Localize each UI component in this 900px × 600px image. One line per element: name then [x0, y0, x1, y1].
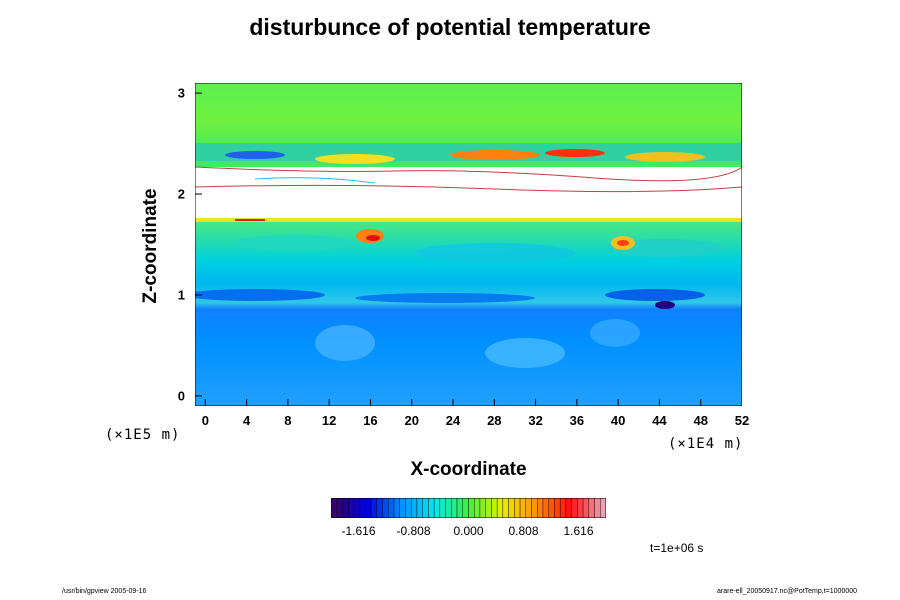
- colorbar-swatch: [588, 498, 595, 518]
- colorbar-swatch: [519, 498, 526, 518]
- colorbar-swatch: [376, 498, 383, 518]
- colorbar-swatch: [525, 498, 532, 518]
- time-label: t=1e+06 s: [650, 541, 704, 555]
- colorbar-swatch: [342, 498, 349, 518]
- colorbar-swatch: [531, 498, 538, 518]
- colorbar-swatch: [411, 498, 418, 518]
- colorbar-swatch: [485, 498, 492, 518]
- colorbar-swatch: [571, 498, 578, 518]
- colorbar-swatch: [479, 498, 486, 518]
- colorbar-swatch: [491, 498, 498, 518]
- colorbar-swatch: [496, 498, 504, 518]
- colorbar-swatch: [353, 498, 360, 518]
- colorbar-swatch: [359, 498, 366, 518]
- colorbar-tick-label: -1.616: [341, 524, 376, 538]
- colorbar-swatch: [399, 498, 406, 518]
- colorbar-swatch: [548, 498, 555, 518]
- colorbar-tick-label: 0.808: [508, 524, 539, 538]
- colorbar-swatch: [474, 498, 481, 518]
- colorbar-swatch: [393, 498, 400, 518]
- colorbar-swatch: [462, 498, 469, 518]
- colorbar-swatch: [502, 498, 509, 518]
- y-tick-label: 3: [177, 85, 185, 101]
- colorbar-swatch: [537, 498, 544, 518]
- plot-area: [195, 83, 742, 406]
- colorbar-swatch: [382, 498, 389, 518]
- colorbar-tick-label: -0.808: [396, 524, 431, 538]
- colorbar-swatch: [542, 498, 549, 518]
- y-tick-label: 2: [177, 186, 185, 202]
- colorbar-swatch: [554, 498, 561, 518]
- colorbar-swatch: [508, 498, 515, 518]
- colorbar-swatch: [336, 498, 343, 518]
- colorbar-tick-label: 0.000: [453, 524, 484, 538]
- colorbar-swatch: [405, 498, 412, 518]
- colorbar-swatch: [365, 498, 372, 518]
- colorbar-swatch: [582, 498, 590, 518]
- x-tick-label: 28: [487, 413, 502, 428]
- colorbar-swatch: [445, 498, 452, 518]
- x-tick-marks: [204, 399, 742, 406]
- x-tick-label: 4: [242, 413, 251, 428]
- colorbar-swatch: [331, 498, 337, 518]
- y-tick-label: 1: [177, 287, 185, 303]
- x-tick-label: 48: [693, 413, 708, 428]
- footer-right: arare-ell_20050917.nc@PotTemp,t=1000000: [717, 588, 858, 595]
- colorbar-swatch: [594, 498, 601, 518]
- field-patches: [195, 197, 725, 368]
- x-tick-label: 44: [652, 413, 667, 428]
- colorbar-swatch: [388, 498, 395, 518]
- x-tick-label: 0: [201, 413, 209, 428]
- colorbar-swatch: [416, 498, 423, 518]
- footer-left: /usr/bin/gpview 2005-09-16: [62, 588, 147, 595]
- x-tick-label: 12: [321, 413, 337, 428]
- x-axis-unit: (×1E4 m): [668, 436, 744, 452]
- colorbar-swatch: [422, 498, 429, 518]
- missing-data-region: [195, 167, 742, 221]
- x-tick-label: 52: [734, 413, 750, 428]
- chart-title: disturbunce of potential temperature: [249, 14, 651, 40]
- colorbar-swatch: [347, 498, 355, 518]
- upper-wave-band: [195, 143, 742, 164]
- colorbar-swatch: [428, 498, 435, 518]
- colorbar-swatch: [565, 498, 572, 518]
- colorbar-swatch: [433, 498, 441, 518]
- colorbar-swatch: [468, 498, 475, 518]
- colorbar-swatch: [559, 498, 567, 518]
- x-tick-label: 40: [610, 413, 626, 428]
- x-tick-label: 36: [569, 413, 585, 428]
- y-tick-label: 0: [177, 388, 185, 404]
- colorbar-swatch: [439, 498, 446, 518]
- colorbar-swatch: [600, 498, 606, 518]
- colorbar-swatch: [514, 498, 521, 518]
- x-tick-label: 16: [363, 413, 378, 428]
- colorbar-swatch: [456, 498, 463, 518]
- colorbar: [331, 498, 606, 518]
- colorbar-swatch: [451, 498, 458, 518]
- x-axis-label: X-coordinate: [410, 459, 527, 480]
- x-tick-label: 24: [445, 413, 461, 428]
- y-tick-marks: [195, 92, 202, 397]
- colorbar-swatch: [577, 498, 584, 518]
- colorbar-swatch: [370, 498, 378, 518]
- y-axis-unit: (×1E5 m): [105, 427, 181, 443]
- x-tick-label: 20: [404, 413, 419, 428]
- y-axis-label: Z-coordinate: [140, 188, 161, 304]
- x-tick-label: 8: [284, 413, 292, 428]
- x-tick-label: 32: [528, 413, 543, 428]
- colorbar-tick-label: 1.616: [563, 524, 594, 538]
